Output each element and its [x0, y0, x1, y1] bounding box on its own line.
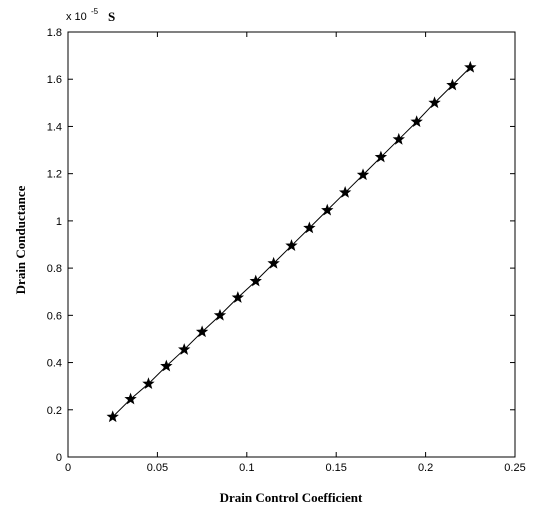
y-multiplier: x 10 — [66, 11, 87, 23]
star-marker — [338, 186, 352, 198]
x-tick-label: 0.1 — [239, 462, 254, 474]
star-marker — [267, 256, 280, 269]
x-tick-label: 0 — [65, 462, 71, 474]
star-marker — [178, 343, 191, 355]
y-tick-label: 0.8 — [47, 263, 62, 275]
y-tick-label: 0.6 — [47, 310, 62, 322]
star-marker — [106, 410, 119, 423]
x-axis-label: Drain Control Coefficient — [220, 490, 363, 505]
x-tick-label: 0.2 — [418, 462, 433, 474]
star-marker — [195, 325, 209, 338]
y-tick-label: 1.8 — [47, 27, 62, 39]
star-marker — [231, 291, 245, 303]
y-tick-label: 1.2 — [47, 169, 62, 181]
y-unit: S — [108, 9, 115, 24]
star-marker — [446, 78, 459, 91]
x-tick-label: 0.05 — [147, 462, 168, 474]
y-multiplier-exponent: -5 — [91, 7, 99, 16]
star-marker — [321, 203, 334, 216]
y-tick-label: 0.4 — [47, 358, 62, 370]
star-marker — [124, 392, 137, 405]
x-tick-label: 0.25 — [504, 462, 525, 474]
star-marker — [428, 96, 441, 109]
star-marker — [160, 359, 173, 372]
x-tick-label: 0.15 — [325, 462, 346, 474]
star-marker — [356, 168, 370, 181]
y-tick-label: 1.6 — [47, 74, 62, 86]
star-marker — [392, 132, 405, 145]
y-tick-label: 1 — [56, 216, 62, 228]
star-marker — [464, 60, 477, 73]
y-axis-label: Drain Conductance — [13, 185, 28, 294]
y-tick-label: 1.4 — [47, 121, 62, 133]
y-tick-label: 0.2 — [47, 405, 62, 417]
star-marker — [249, 274, 262, 287]
star-marker — [285, 239, 298, 251]
star-marker — [213, 308, 227, 321]
star-marker — [303, 221, 316, 234]
star-marker — [410, 115, 423, 127]
y-tick-label: 0 — [56, 452, 62, 464]
star-marker — [374, 150, 388, 163]
star-marker — [142, 377, 155, 390]
